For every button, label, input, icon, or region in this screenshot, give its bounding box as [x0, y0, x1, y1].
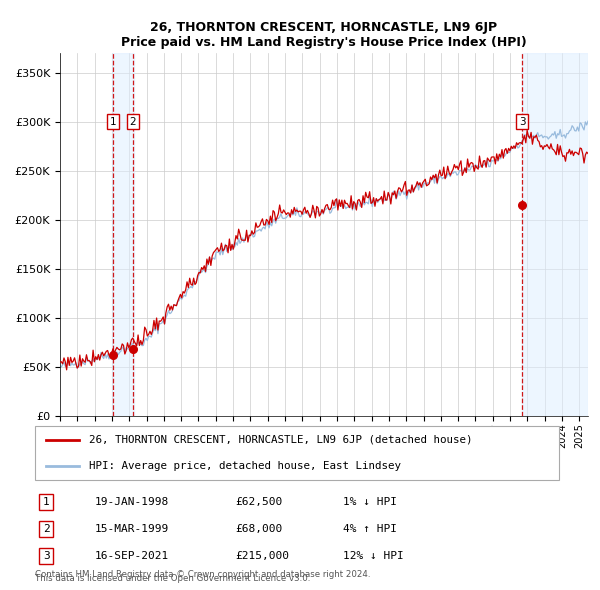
Text: £215,000: £215,000 — [235, 551, 289, 561]
Text: 2: 2 — [130, 117, 136, 127]
Text: 12% ↓ HPI: 12% ↓ HPI — [343, 551, 404, 561]
Text: 1: 1 — [43, 497, 50, 507]
Text: 3: 3 — [519, 117, 526, 127]
Text: 1% ↓ HPI: 1% ↓ HPI — [343, 497, 397, 507]
Text: Contains HM Land Registry data © Crown copyright and database right 2024.: Contains HM Land Registry data © Crown c… — [35, 569, 371, 579]
Text: £62,500: £62,500 — [235, 497, 283, 507]
FancyBboxPatch shape — [35, 427, 559, 480]
Text: 19-JAN-1998: 19-JAN-1998 — [95, 497, 169, 507]
Text: 15-MAR-1999: 15-MAR-1999 — [95, 524, 169, 534]
Bar — [523, 53, 588, 416]
Text: £68,000: £68,000 — [235, 524, 283, 534]
Title: 26, THORNTON CRESCENT, HORNCASTLE, LN9 6JP
Price paid vs. HM Land Registry's Hou: 26, THORNTON CRESCENT, HORNCASTLE, LN9 6… — [121, 21, 527, 49]
Text: 1: 1 — [109, 117, 116, 127]
Text: HPI: Average price, detached house, East Lindsey: HPI: Average price, detached house, East… — [89, 461, 401, 471]
Text: This data is licensed under the Open Government Licence v3.0.: This data is licensed under the Open Gov… — [35, 574, 311, 583]
Text: 16-SEP-2021: 16-SEP-2021 — [95, 551, 169, 561]
Text: 4% ↑ HPI: 4% ↑ HPI — [343, 524, 397, 534]
Bar — [112, 53, 134, 416]
Text: 3: 3 — [43, 551, 50, 561]
Text: 26, THORNTON CRESCENT, HORNCASTLE, LN9 6JP (detached house): 26, THORNTON CRESCENT, HORNCASTLE, LN9 6… — [89, 435, 473, 445]
Text: 2: 2 — [43, 524, 50, 534]
